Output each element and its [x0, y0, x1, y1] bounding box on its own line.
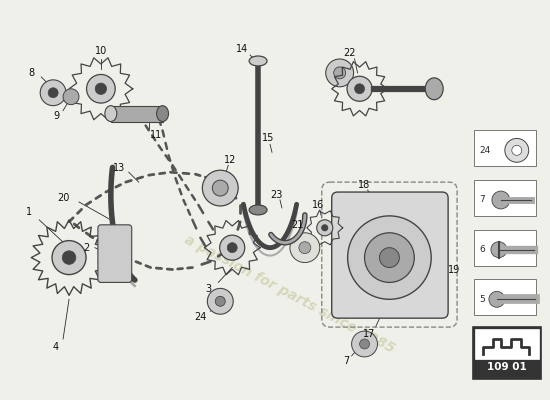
Bar	[111, 106, 163, 122]
Bar	[474, 280, 536, 315]
Circle shape	[40, 80, 66, 106]
Text: 11: 11	[150, 130, 162, 140]
Ellipse shape	[105, 106, 117, 122]
Bar	[474, 230, 536, 266]
Text: 13: 13	[113, 163, 125, 173]
Text: 109 01: 109 01	[487, 362, 527, 372]
Bar	[475, 329, 538, 359]
Text: 16: 16	[312, 200, 324, 210]
Text: 6: 6	[479, 245, 485, 254]
Circle shape	[334, 67, 345, 79]
Bar	[474, 130, 536, 166]
Text: 14: 14	[236, 44, 248, 54]
Circle shape	[62, 251, 76, 264]
Text: 9: 9	[53, 110, 59, 120]
Circle shape	[351, 331, 377, 357]
Circle shape	[215, 296, 226, 306]
Circle shape	[299, 242, 311, 254]
Circle shape	[219, 235, 245, 260]
Circle shape	[379, 248, 399, 268]
Text: 3: 3	[205, 284, 211, 294]
Ellipse shape	[425, 78, 443, 100]
Circle shape	[48, 88, 58, 98]
Circle shape	[512, 145, 522, 155]
FancyBboxPatch shape	[332, 192, 448, 318]
Text: 24: 24	[194, 312, 207, 322]
Text: 10: 10	[95, 46, 107, 56]
Circle shape	[347, 76, 372, 101]
Circle shape	[491, 242, 507, 258]
Text: 21: 21	[292, 220, 304, 230]
Bar	[473, 327, 541, 379]
Circle shape	[63, 89, 79, 105]
Text: 19: 19	[448, 264, 460, 274]
Text: 23: 23	[270, 190, 282, 200]
Circle shape	[202, 170, 238, 206]
Text: 7: 7	[479, 196, 485, 204]
Ellipse shape	[249, 56, 267, 66]
Circle shape	[505, 138, 529, 162]
Circle shape	[489, 291, 505, 307]
Text: 4: 4	[53, 342, 59, 352]
Text: 24: 24	[479, 146, 490, 155]
Circle shape	[86, 74, 115, 103]
Text: 8: 8	[28, 68, 34, 78]
Text: 7: 7	[344, 356, 350, 366]
Circle shape	[95, 83, 107, 94]
Text: 1: 1	[26, 207, 32, 217]
Circle shape	[492, 191, 510, 209]
Text: 15: 15	[262, 134, 274, 144]
Text: 20: 20	[57, 193, 69, 203]
Circle shape	[322, 224, 328, 231]
Ellipse shape	[157, 106, 168, 122]
Circle shape	[355, 84, 365, 94]
Text: 22: 22	[343, 48, 356, 58]
Circle shape	[227, 243, 237, 253]
FancyBboxPatch shape	[98, 225, 132, 282]
Text: 18: 18	[359, 180, 371, 190]
Text: 17: 17	[364, 329, 376, 339]
Text: 12: 12	[224, 155, 236, 165]
Text: 2: 2	[83, 243, 89, 253]
Ellipse shape	[249, 205, 267, 215]
Circle shape	[317, 220, 333, 236]
Circle shape	[348, 216, 431, 299]
Bar	[474, 180, 536, 216]
Text: 5: 5	[479, 295, 485, 304]
Circle shape	[212, 180, 228, 196]
Circle shape	[360, 339, 370, 349]
Circle shape	[52, 241, 86, 274]
Circle shape	[207, 288, 233, 314]
Circle shape	[290, 233, 320, 262]
Circle shape	[326, 59, 354, 87]
Text: a passion for parts since 1985: a passion for parts since 1985	[183, 233, 398, 356]
Circle shape	[365, 233, 414, 282]
